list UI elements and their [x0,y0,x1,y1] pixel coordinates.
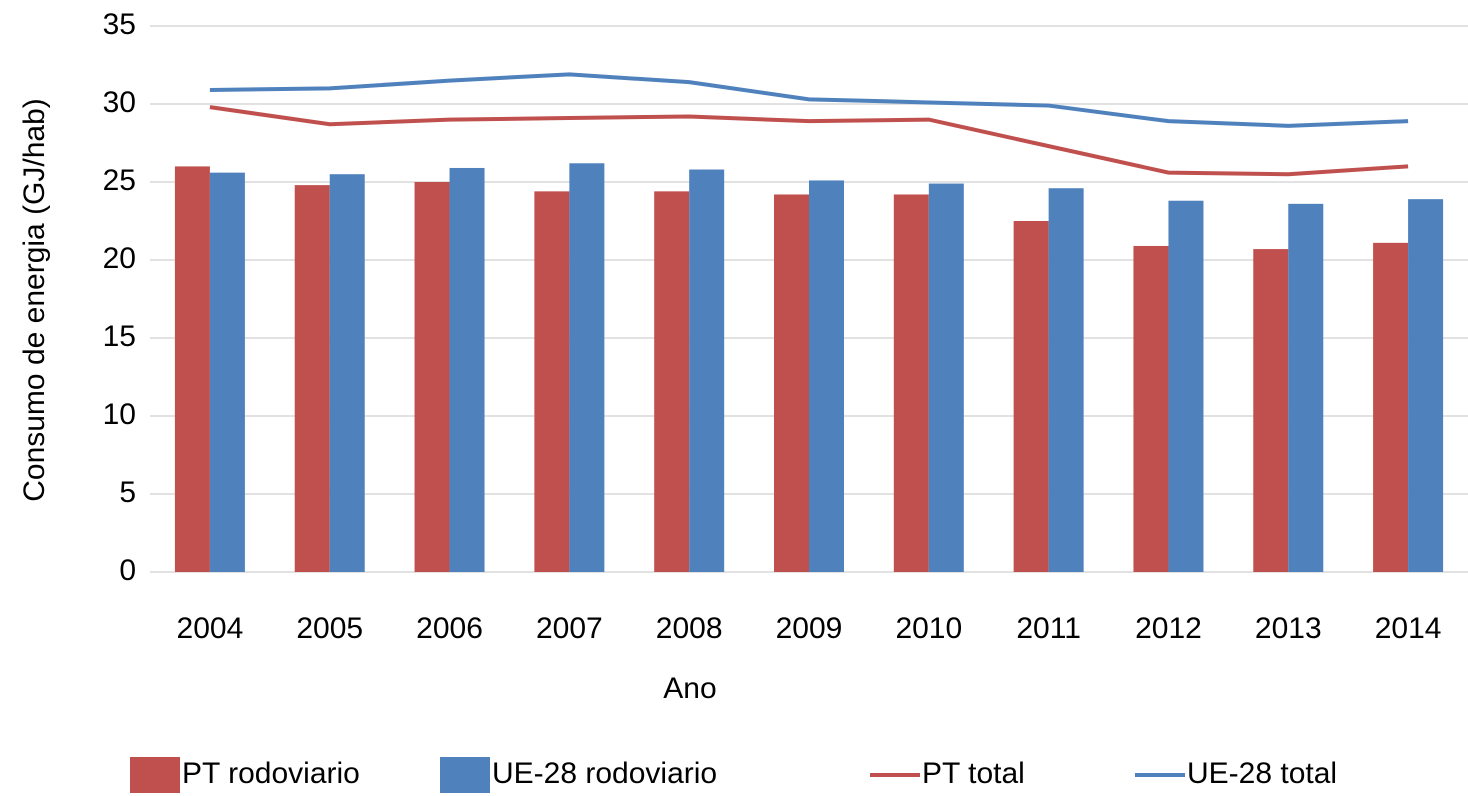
x-tick-label: 2013 [1255,612,1322,645]
x-axis-label: Ano [663,672,716,705]
bar [569,163,605,572]
y-tick-label: 5 [119,476,136,509]
legend-swatch [130,757,180,793]
y-tick-label: 25 [103,164,136,197]
legend-label: UE-28 rodoviario [492,757,717,790]
x-tick-label: 2006 [416,612,483,645]
bar [1168,200,1204,572]
bar [1288,203,1324,572]
x-tick-label: 2007 [536,612,603,645]
bar [329,174,365,572]
bar [414,182,450,572]
legend-label: UE-28 total [1187,757,1337,790]
line [209,105,1409,177]
x-tick-label: 2008 [656,612,723,645]
legend-label: PT rodoviario [182,757,360,790]
bar [774,194,809,573]
bar [893,194,929,573]
bar [534,191,570,573]
bar [1408,199,1444,572]
x-tick-label: 2014 [1375,612,1442,645]
x-tick-label: 2004 [177,612,244,645]
bar [209,172,245,572]
bar [1253,249,1289,572]
y-tick-label: 0 [119,554,136,587]
bar [174,166,210,572]
bar [294,185,330,572]
y-tick-label: 20 [103,242,136,275]
x-tick-label: 2009 [776,612,843,645]
bar [1373,242,1409,572]
x-tick-label: 2010 [895,612,962,645]
bar [654,191,690,573]
y-tick-label: 35 [103,8,136,41]
y-tick-label: 30 [103,86,136,119]
bar [928,183,964,572]
y-tick-label: 10 [103,398,136,431]
bar [689,169,725,572]
y-tick-label: 15 [103,320,136,353]
x-tick-label: 2011 [1016,612,1081,645]
legend-swatch [440,757,490,793]
bar [449,167,485,572]
bar [1133,245,1169,572]
legend-label: PT total [922,757,1025,790]
y-axis-label: Consumo de energia (GJ/hab) [18,98,51,502]
x-tick-label: 2005 [296,612,363,645]
bar [1013,221,1049,572]
line [209,72,1409,128]
bar [1048,188,1084,573]
x-tick-label: 2012 [1135,612,1202,645]
bar [809,180,844,572]
